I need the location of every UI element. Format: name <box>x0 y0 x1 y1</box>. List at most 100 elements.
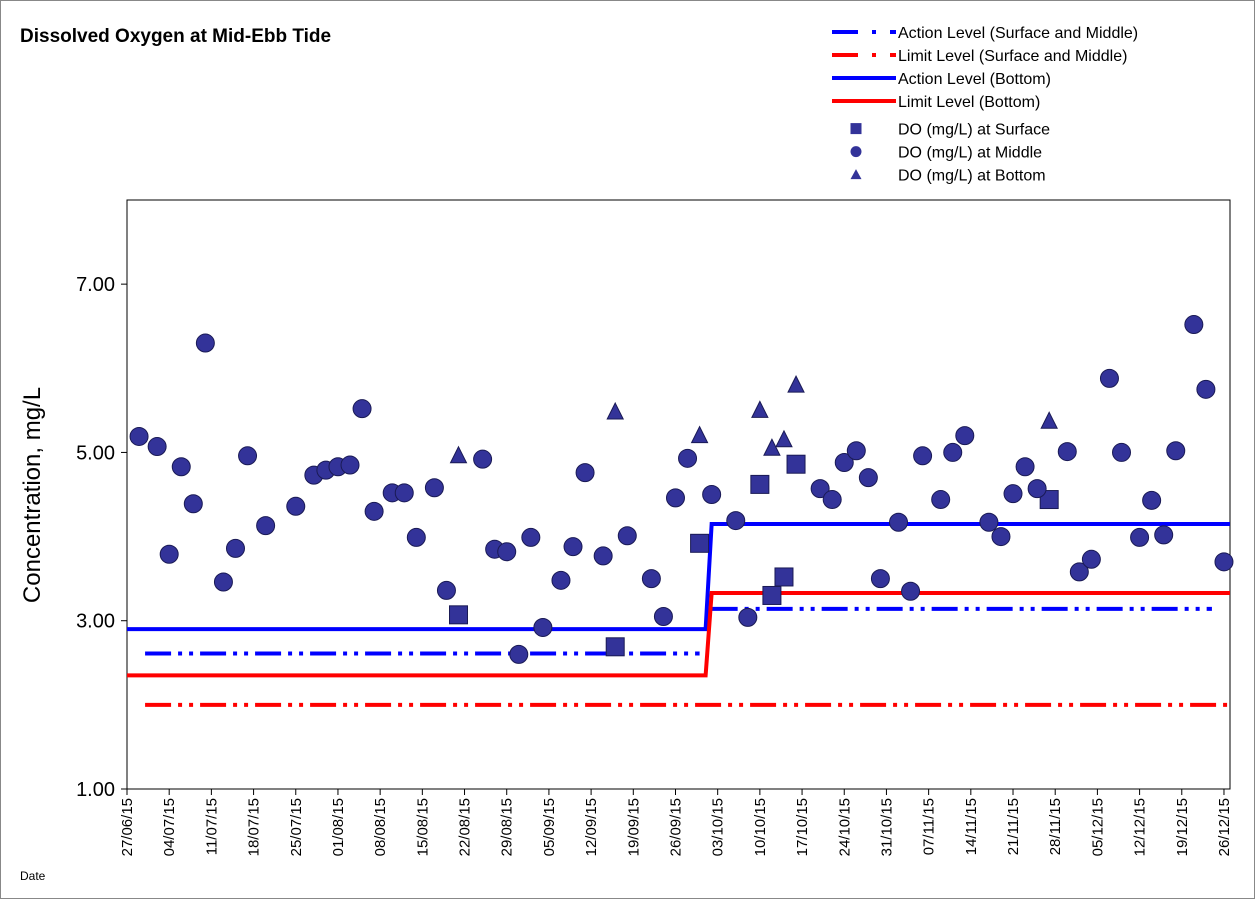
legend-symbol <box>850 146 862 158</box>
data-point <box>641 569 661 589</box>
data-point <box>1112 442 1132 462</box>
x-tick-label: 21/11/15 <box>1005 798 1022 855</box>
data-point <box>183 494 203 514</box>
data-point <box>1184 315 1204 335</box>
y-tick-label: 5.00 <box>76 442 115 464</box>
data-point <box>606 401 625 420</box>
data-point <box>738 607 758 627</box>
data-point <box>1154 525 1174 545</box>
data-point <box>364 501 384 521</box>
x-tick-label: 26/09/15 <box>667 798 684 856</box>
data-point <box>1057 442 1077 462</box>
data-point <box>449 445 468 464</box>
legend-label: Action Level (Bottom) <box>898 71 1051 88</box>
data-point <box>1003 484 1023 504</box>
data-point <box>979 512 999 532</box>
x-tick-label: 28/11/15 <box>1047 798 1064 855</box>
x-tick-label: 05/12/15 <box>1089 798 1106 856</box>
data-point <box>786 454 806 474</box>
legend-label: Limit Level (Bottom) <box>898 94 1040 111</box>
x-tick-label: 01/08/15 <box>330 798 347 856</box>
x-tick-label: 03/10/15 <box>710 798 727 856</box>
data-point <box>870 569 890 589</box>
data-point <box>665 488 685 508</box>
legend-label: DO (mg/L) at Middle <box>898 145 1042 162</box>
x-tick-label: 15/08/15 <box>414 798 431 856</box>
x-tick-label: 25/07/15 <box>288 798 305 856</box>
legend-label: DO (mg/L) at Surface <box>898 122 1050 139</box>
data-point <box>775 429 793 448</box>
data-point <box>1142 490 1162 510</box>
data-point <box>846 441 866 461</box>
data-point <box>575 463 595 483</box>
x-tick-label: 22/08/15 <box>457 798 474 856</box>
data-point <box>129 426 149 446</box>
data-point <box>834 453 854 473</box>
data-point <box>822 490 842 510</box>
legend-label: Action Level (Surface and Middle) <box>898 25 1138 42</box>
data-point <box>1130 527 1150 547</box>
x-tick-label: 19/09/15 <box>625 798 642 856</box>
data-point <box>991 527 1011 547</box>
data-point <box>955 426 975 446</box>
x-tick-label: 10/10/15 <box>752 798 769 856</box>
legend-label: DO (mg/L) at Bottom <box>898 168 1046 185</box>
data-point <box>1166 441 1186 461</box>
data-point <box>653 607 673 627</box>
data-point <box>1027 479 1047 499</box>
data-point <box>593 546 613 566</box>
data-point <box>1196 379 1216 399</box>
data-point <box>406 527 426 547</box>
data-point <box>1214 552 1234 572</box>
data-point <box>424 478 444 498</box>
data-point <box>762 585 782 605</box>
data-point <box>394 483 414 503</box>
x-tick-label: 29/08/15 <box>499 798 516 856</box>
y-axis-label: Concentration, mg/L <box>19 387 46 603</box>
data-point <box>436 580 456 600</box>
x-tick-label: 11/07/15 <box>203 798 220 855</box>
data-point <box>678 448 698 468</box>
x-tick-label: 05/09/15 <box>541 798 558 856</box>
data-point <box>533 617 553 637</box>
x-axis-label: Date <box>20 869 46 883</box>
legend-symbol <box>850 123 862 135</box>
x-tick-label: 19/12/15 <box>1174 798 1191 856</box>
data-point <box>171 457 191 477</box>
x-tick-label: 17/10/15 <box>794 798 811 856</box>
data-point <box>286 496 306 516</box>
x-tick-label: 08/08/15 <box>372 798 389 856</box>
data-point <box>551 570 571 590</box>
data-point <box>913 446 933 466</box>
x-tick-label: 27/06/15 <box>119 798 136 856</box>
data-point <box>521 527 541 547</box>
data-point <box>238 446 258 466</box>
x-tick-label: 07/11/15 <box>921 798 938 855</box>
chart-title: Dissolved Oxygen at Mid-Ebb Tide <box>20 26 331 47</box>
legend-symbol <box>850 169 862 180</box>
data-point <box>888 512 908 532</box>
x-tick-label: 12/09/15 <box>583 798 600 856</box>
data-point <box>1039 490 1059 510</box>
data-point <box>1069 562 1089 582</box>
data-point <box>690 533 710 553</box>
x-tick-label: 18/07/15 <box>246 798 263 856</box>
data-point <box>690 425 709 444</box>
data-point <box>774 567 794 587</box>
data-point <box>931 490 951 510</box>
x-tick-label: 12/12/15 <box>1132 798 1149 856</box>
data-point <box>225 538 245 558</box>
x-tick-label: 14/11/15 <box>963 798 980 855</box>
threshold-line <box>127 590 1230 678</box>
x-tick-label: 04/07/15 <box>161 798 178 856</box>
data-point <box>213 572 233 592</box>
data-point <box>787 374 805 393</box>
data-point <box>750 474 770 494</box>
data-point <box>751 400 769 418</box>
data-point <box>858 468 878 488</box>
data-point <box>352 399 372 419</box>
x-tick-label: 24/10/15 <box>836 798 853 856</box>
data-point <box>509 644 529 664</box>
plot-area <box>126 199 1231 790</box>
